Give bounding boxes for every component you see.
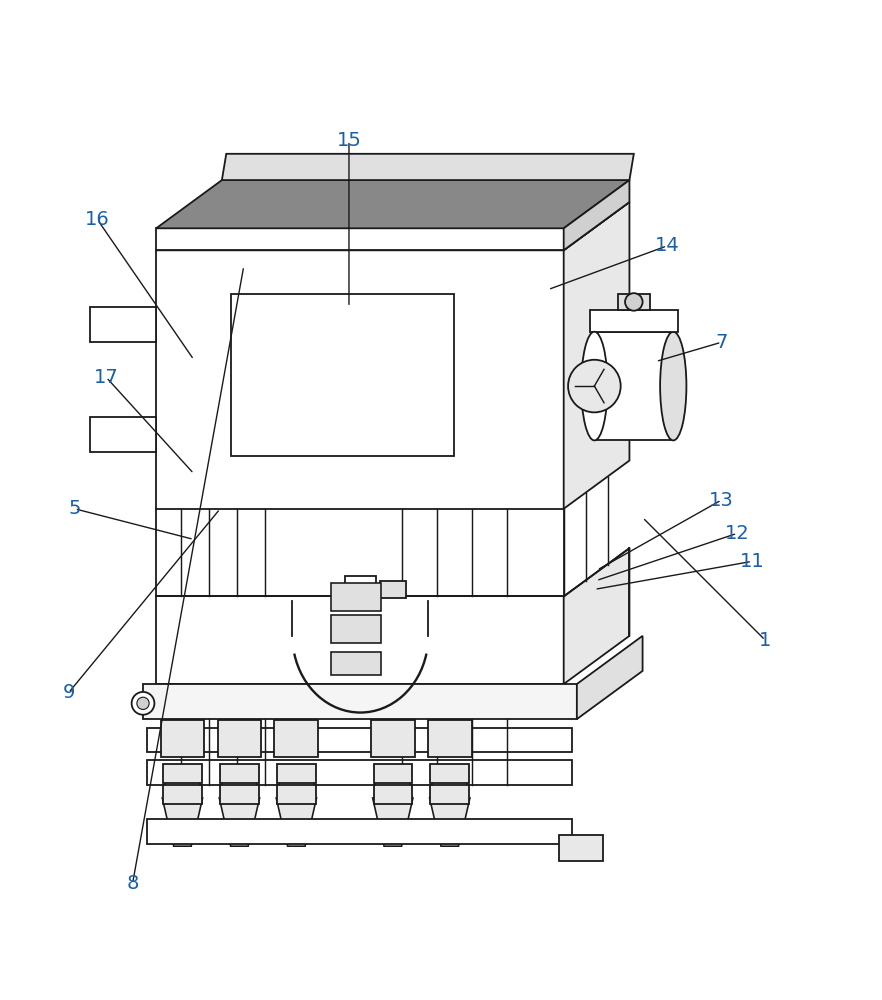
Text: 16: 16: [85, 210, 109, 229]
Bar: [156, 250, 564, 509]
Bar: [594, 332, 673, 440]
Bar: [156, 596, 564, 684]
Bar: [331, 615, 381, 643]
Bar: [222, 767, 257, 798]
Text: 13: 13: [709, 490, 734, 510]
Text: 8: 8: [126, 874, 138, 893]
Text: 7: 7: [715, 333, 728, 352]
Polygon shape: [162, 798, 203, 829]
Bar: [277, 785, 316, 804]
Polygon shape: [564, 202, 630, 509]
Bar: [163, 785, 202, 804]
Bar: [590, 310, 677, 332]
Polygon shape: [564, 180, 630, 250]
Polygon shape: [564, 548, 630, 684]
Polygon shape: [156, 180, 630, 228]
Circle shape: [568, 360, 621, 412]
Polygon shape: [169, 824, 196, 846]
Bar: [147, 819, 572, 844]
Polygon shape: [222, 154, 634, 180]
Bar: [163, 764, 202, 783]
Bar: [430, 785, 469, 804]
Bar: [231, 294, 454, 456]
Bar: [277, 764, 316, 783]
Polygon shape: [430, 798, 470, 829]
Polygon shape: [372, 798, 413, 829]
Bar: [220, 764, 258, 783]
Bar: [218, 720, 261, 757]
Bar: [156, 228, 564, 250]
Polygon shape: [220, 798, 259, 829]
Bar: [147, 728, 572, 752]
Polygon shape: [283, 824, 310, 846]
Polygon shape: [437, 824, 463, 846]
Bar: [147, 760, 572, 785]
Bar: [432, 767, 467, 798]
Bar: [373, 785, 412, 804]
Bar: [91, 417, 156, 452]
Ellipse shape: [581, 332, 608, 440]
Bar: [331, 583, 381, 611]
Text: 5: 5: [69, 499, 81, 518]
Polygon shape: [156, 202, 630, 250]
Text: 1: 1: [759, 631, 772, 650]
Bar: [274, 720, 318, 757]
Text: 12: 12: [725, 524, 750, 543]
Text: 14: 14: [654, 236, 679, 255]
Text: 17: 17: [93, 368, 118, 387]
Bar: [165, 767, 200, 798]
Polygon shape: [227, 824, 252, 846]
Bar: [345, 576, 376, 601]
Bar: [428, 720, 472, 757]
Bar: [331, 652, 381, 675]
Ellipse shape: [660, 332, 686, 440]
Circle shape: [131, 692, 154, 715]
Circle shape: [625, 293, 643, 311]
Bar: [430, 764, 469, 783]
Bar: [371, 720, 415, 757]
Bar: [375, 767, 410, 798]
Bar: [373, 764, 412, 783]
Polygon shape: [276, 798, 317, 829]
Bar: [220, 785, 258, 804]
Polygon shape: [577, 636, 643, 719]
Text: 9: 9: [63, 683, 75, 702]
Bar: [618, 294, 650, 310]
Bar: [379, 581, 406, 598]
Polygon shape: [156, 202, 630, 250]
Bar: [279, 767, 314, 798]
Bar: [143, 684, 577, 719]
Polygon shape: [379, 824, 406, 846]
Text: 11: 11: [740, 552, 765, 571]
Text: 15: 15: [337, 131, 362, 150]
Bar: [161, 720, 205, 757]
Circle shape: [137, 697, 149, 709]
Bar: [559, 835, 603, 861]
Bar: [91, 307, 156, 342]
